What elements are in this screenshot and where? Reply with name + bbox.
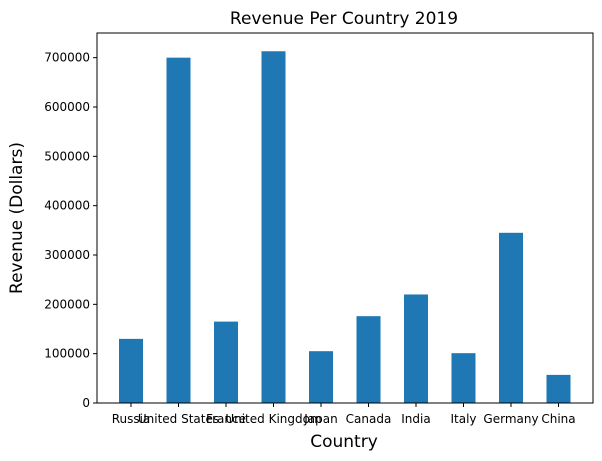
chart-title: Revenue Per Country 2019 (230, 9, 458, 29)
x-tick-label: India (401, 412, 430, 426)
bar-china (546, 374, 571, 403)
x-tick-label: Germany (483, 412, 538, 426)
x-tick-label: Canada (346, 412, 392, 426)
plot-frame (96, 32, 594, 404)
y-tick-label: 300000 (44, 248, 90, 262)
y-tick-label: 0 (82, 396, 90, 410)
bar-canada (356, 316, 381, 403)
y-axis-title: Revenue (Dollars) (7, 142, 27, 294)
bar-india (404, 294, 428, 403)
x-tick-label: United Kingdom (225, 412, 321, 426)
x-tick-label: Japan (303, 412, 337, 426)
bar-france (214, 321, 238, 403)
bar-russia (119, 338, 143, 403)
bars-group (119, 51, 571, 404)
x-axis-title: Country (310, 432, 378, 452)
bar-italy (451, 353, 476, 403)
x-tick-label: United States (138, 412, 219, 426)
y-tick-label: 700000 (44, 51, 90, 65)
y-axis-ticks: 0 100000 200000 300000 400000 500000 600000 700… (44, 51, 97, 410)
x-tick-label: France (206, 412, 246, 426)
bar-germany (499, 232, 523, 403)
x-tick-label: Italy (450, 412, 476, 426)
y-tick-label: 500000 (44, 149, 90, 163)
y-tick-label: 400000 (44, 199, 90, 213)
bar-japan (309, 351, 333, 403)
bar-united-kingdom (261, 51, 286, 404)
y-tick-label: 600000 (44, 100, 90, 114)
y-tick-label: 100000 (44, 347, 90, 361)
x-tick-label: China (541, 412, 575, 426)
x-tick-label: Russia (112, 412, 151, 426)
bar-united-states (166, 57, 191, 404)
y-tick-label: 200000 (44, 297, 90, 311)
